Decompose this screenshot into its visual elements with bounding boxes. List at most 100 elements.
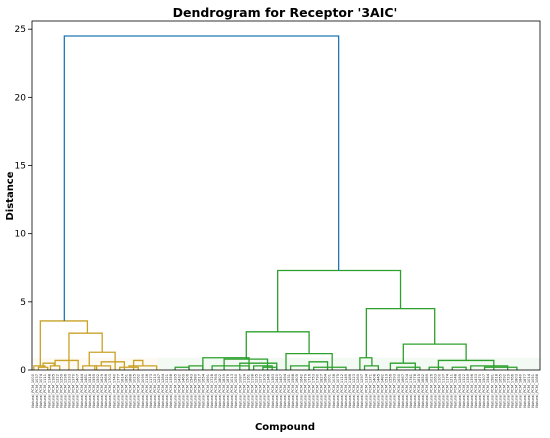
leaf-label: Natural_PCM_1038 xyxy=(332,373,336,407)
leaf-label: Natural_PCM_1481 xyxy=(84,374,88,408)
leaf-label: Natural_PCM_1124 xyxy=(242,373,246,407)
leaf-label: Natural_PCM_1001 xyxy=(328,374,332,408)
leaf-label: Natural_PCM_1457 xyxy=(279,374,283,408)
leaf-label: Natural_PCM_1013 xyxy=(230,374,234,408)
leaf-label: Natural_PCM_1802 xyxy=(218,374,222,408)
leaf-label: Natural_PCM_1790 xyxy=(316,373,320,407)
leaf-label: Natural_PCM_1482 xyxy=(381,374,385,408)
leaf-label: Natural_PCM_1716 xyxy=(307,373,311,407)
dendrogram-link-13 xyxy=(39,320,89,366)
leaf-label: Natural_PCM_1618 xyxy=(494,373,498,407)
leaf-label: Natural_PCM_1814 xyxy=(120,373,124,407)
leaf-label: Natural_PCM_1248 xyxy=(454,373,458,407)
leaf-label: Natural_PCM_1014 xyxy=(527,373,531,407)
leaf-label: Natural_PCM_1728 xyxy=(210,373,214,407)
leaf-label: Natural_PCM_1358 xyxy=(169,373,173,407)
leaf-label: Natural_PCM_1247 xyxy=(157,374,161,408)
leaf-label: Natural_PCM_1692 xyxy=(502,374,506,408)
leaf-label: Natural_PCM_1765 xyxy=(214,374,218,408)
leaf-label: Natural_PCM_1100 xyxy=(437,373,441,407)
leaf-label: Natural_PCM_1025 xyxy=(133,374,137,408)
leaf-label: Natural_PCM_1296 xyxy=(64,373,68,407)
leaf-label: Natural_PCM_1666 xyxy=(104,373,108,407)
leaf-label: Natural_PCM_1580 xyxy=(194,373,198,407)
dendrogram-link-24 xyxy=(308,361,329,370)
leaf-label: Natural_PCM_1334 xyxy=(364,373,368,407)
dendrogram-link-4 xyxy=(54,359,79,370)
leaf-label: Natural_PCM_1346 xyxy=(267,373,271,407)
leaf-label: Natural_PCM_1729 xyxy=(507,373,511,407)
leaf-label: Natural_PCM_1407 xyxy=(76,374,80,408)
leaf-label: Natural_PCM_1642 xyxy=(299,374,303,408)
leaf-label: Natural_PCM_1285 xyxy=(458,374,462,408)
leaf-label: Natural_PCM_1889 xyxy=(425,373,429,407)
leaf-label: Natural_PCM_1321 xyxy=(165,374,169,408)
leaf-label: Natural_PCM_1433 xyxy=(474,374,478,408)
leaf-label: Natural_PCM_1420 xyxy=(275,373,279,407)
leaf-label: Natural_PCM_1395 xyxy=(173,374,177,408)
leaf-label: Natural_PCM_1518 xyxy=(88,373,92,407)
leaf-label: Natural_PCM_1309 xyxy=(263,373,267,407)
leaf-label: Natural_PCM_1087 xyxy=(238,374,242,408)
leaf-label: Natural_PCM_1803 xyxy=(515,374,519,408)
dendrogram-link-12 xyxy=(68,332,103,370)
leaf-label: Natural_PCM_1568 xyxy=(291,373,295,407)
leaf-label: Natural_PCM_1148 xyxy=(47,373,51,407)
leaf-label: Natural_PCM_1470 xyxy=(478,373,482,407)
leaf-label: Natural_PCM_1605 xyxy=(295,374,299,408)
leaf-label: Natural_PCM_1174 xyxy=(446,373,450,407)
leaf-label: Natural_PCM_1074 xyxy=(39,373,43,407)
leaf-label: Natural_PCM_1766 xyxy=(511,373,515,407)
dendrogram-link-16 xyxy=(202,357,250,370)
axes xyxy=(31,20,541,371)
dendrogram-link-29 xyxy=(389,362,416,370)
leaf-label: Natural_PCM_1494 xyxy=(283,373,287,407)
leaf-label: Natural_PCM_1876 xyxy=(226,373,230,407)
dendrogram-link-33 xyxy=(451,366,467,370)
leaf-label: Natural_PCM_1519 xyxy=(385,373,389,407)
dendrogram-link-30 xyxy=(396,366,421,370)
leaf-label: Natural_PCM_1137 xyxy=(441,374,445,408)
leaf-label: Natural_PCM_1531 xyxy=(287,374,291,408)
y-axis-ticks: 0 5 10 15 20 25 xyxy=(15,25,32,376)
leaf-label: Natural_PCM_1099 xyxy=(141,373,145,407)
leaf-label: Natural_PCM_1112 xyxy=(340,374,344,408)
leaf-label: Natural_PCM_1555 xyxy=(92,374,96,408)
dendrogram-link-0 xyxy=(33,365,46,370)
leaf-label: Natural_PCM_1877 xyxy=(523,374,527,408)
y-tick-label-25: 25 xyxy=(15,25,26,35)
y-tick-label-20: 20 xyxy=(15,93,27,103)
y-tick-label-0: 0 xyxy=(20,366,26,376)
leaf-label: Natural_PCM_1272 xyxy=(259,374,263,408)
leaf-label: Natural_PCM_1655 xyxy=(498,374,502,408)
leaf-label: Natural_PCM_1259 xyxy=(59,373,63,407)
leaf-label: Natural_PCM_1852 xyxy=(421,374,425,408)
leaf-label: Natural_PCM_1297 xyxy=(360,374,364,408)
leaf-label: Natural_PCM_1444 xyxy=(80,373,84,407)
leaf-label: Natural_PCM_1691 xyxy=(206,374,210,408)
leaf-label: Natural_PCM_1210 xyxy=(153,373,157,407)
leaf-label: Natural_PCM_1333 xyxy=(68,374,72,408)
y-tick-label-5: 5 xyxy=(20,298,26,308)
dendrogram-link-36 xyxy=(402,343,467,364)
dendrogram-link-20 xyxy=(262,366,278,370)
leaf-label: Natural_PCM_1469 xyxy=(181,373,185,407)
dendrogram-link-19 xyxy=(253,365,273,370)
x-axis-title: Compound xyxy=(255,422,315,433)
leaf-label: Natural_PCM_1026 xyxy=(429,373,433,407)
leaf-label: Natural_PCM_1198 xyxy=(250,373,254,407)
leaf-label: Natural_PCM_1370 xyxy=(72,373,76,407)
leaf-label: Natural_PCM_1185 xyxy=(51,374,55,408)
leaf-label: Natural_PCM_1408 xyxy=(372,373,376,407)
leaf-label: Natural_PCM_1543 xyxy=(190,374,194,408)
y-tick-label-10: 10 xyxy=(15,230,27,240)
leaf-label: Natural_PCM_1284 xyxy=(161,373,165,407)
leaf-label: Natural_PCM_1186 xyxy=(348,373,352,407)
leaf-label: Natural_PCM_1235 xyxy=(255,374,259,408)
dendrogram-link-21 xyxy=(223,358,269,370)
dendrogram-link-35 xyxy=(483,366,518,370)
dendrogram-link-18 xyxy=(239,362,278,370)
leaf-label: Natural_PCM_1667 xyxy=(401,374,405,408)
